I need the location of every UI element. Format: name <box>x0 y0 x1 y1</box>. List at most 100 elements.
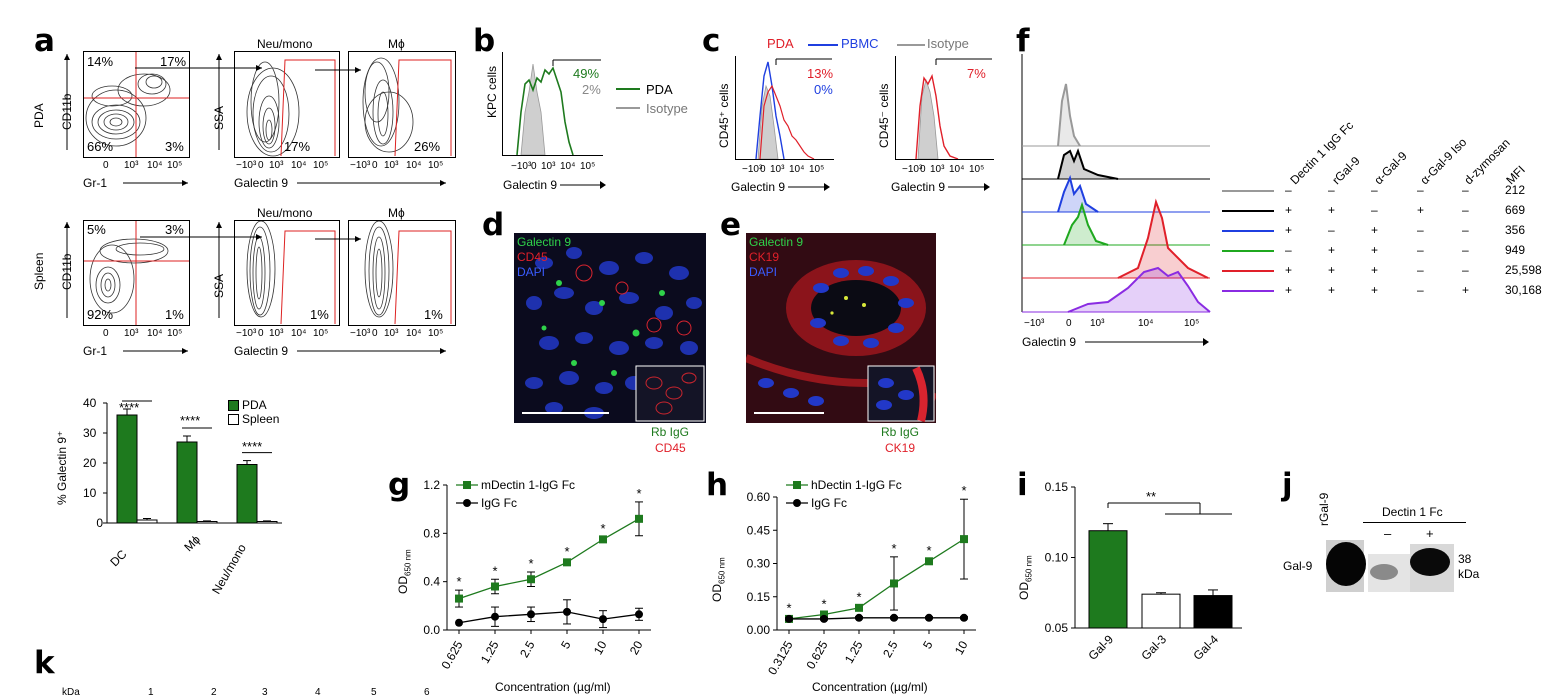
panel-g-svg-ytick-2: 0.8 <box>423 526 440 540</box>
panel-b-tick-3: 10⁴ <box>560 161 576 172</box>
panel-label-b: b <box>473 23 496 59</box>
bar-a-sig-1: **** <box>180 413 201 428</box>
gal-tick-s3: 10⁴ <box>291 328 307 339</box>
panel-f-row-line-5 <box>1222 290 1274 292</box>
panel-i-cat-0: Gal-9 <box>1085 632 1116 663</box>
mphi-title: Mϕ <box>388 37 405 51</box>
gal-tick-4: 10⁵ <box>313 160 329 171</box>
panel-f-fill-5 <box>1022 268 1210 312</box>
gr1-axis-label-spleen: Gr-1 <box>83 344 107 358</box>
panel-g-ylabel-sub: 650 nm <box>403 549 413 576</box>
galectin9-axis-label: Galectin 9 <box>234 176 289 190</box>
pda-mphi-plot <box>348 51 456 158</box>
panel-g-svg-xtick-4: 10 <box>591 638 610 657</box>
panel-i-bar-gal-3 <box>1141 593 1181 629</box>
panel-i-bar-gal-4 <box>1193 595 1233 629</box>
panel-f-cell-5-2: + <box>1371 283 1379 297</box>
panel-g-svg-point-0-5 <box>635 514 643 523</box>
panel-g-legend-1: mDectin 1-IgG Fc <box>481 478 576 492</box>
panel-d-micrograph: Galectin 9 CD45 DAPI <box>514 233 706 423</box>
panel-i-ytick-1: 0.10 <box>1045 551 1069 565</box>
panel-f-mfi-5: 30,168 <box>1505 283 1542 297</box>
panel-c-legend-iso-line <box>897 44 925 46</box>
gr1-tick-3: 10⁵ <box>167 160 183 171</box>
panel-b-pda-percent: 49% <box>573 66 600 81</box>
gal-tick-9: 10⁵ <box>428 160 444 171</box>
panel-e-micrograph: Galectin 9 CK19 DAPI <box>746 233 936 423</box>
gal-tick-3: 10⁴ <box>291 160 307 171</box>
gal-tick-s7: 10³ <box>384 328 399 339</box>
spleen-q-tr: 3% <box>165 222 184 237</box>
panel-f-cell-2-3: – <box>1417 223 1424 237</box>
panel-h-chart: 0.00 0.15 0.30 0.45 0.60 0.3125 0.625 1.25 2.5 5 1… <box>747 481 976 677</box>
bar-a-sig-2: **** <box>242 439 263 454</box>
panel-f-mfi-3: 949 <box>1505 243 1526 257</box>
panel-j-mw-value: 38 <box>1458 552 1472 566</box>
panel-f-mfi-1: 669 <box>1505 203 1526 217</box>
panel-b-histogram <box>502 52 603 156</box>
panel-f-fill-4 <box>1022 202 1210 278</box>
panel-f-overlay-histograms <box>1021 54 1211 313</box>
panel-b-tick-4: 10⁵ <box>580 161 596 172</box>
panel-a-arrows <box>64 54 446 354</box>
panel-i-cat-2: Gal-4 <box>1190 632 1221 663</box>
panel-j-group-label: Dectin 1 Fc <box>1382 505 1443 519</box>
panel-f-cell-3-3: – <box>1417 243 1424 257</box>
panel-d-stain-galectin9: Galectin 9 <box>517 235 572 249</box>
panel-label-d: d <box>482 207 505 243</box>
panel-f-fill-1 <box>1022 151 1210 179</box>
panel-c-xarrow-left <box>788 183 830 191</box>
gal-tick-1: 0 <box>258 160 264 171</box>
panel-f-col-agal9iso: α-Gal-9 Iso <box>1417 135 1470 188</box>
panel-f-cell-3-1: + <box>1328 243 1336 257</box>
panel-f-tick-4: 10⁵ <box>1184 318 1200 329</box>
panel-b-tick-0: −10³ <box>511 161 532 172</box>
gr1-tick-s2: 10⁴ <box>147 328 163 339</box>
panel-d-stain-dapi: DAPI <box>517 265 546 279</box>
bar-a-ytick-3: 30 <box>83 426 97 440</box>
panel-f-mfi-0: 212 <box>1505 183 1526 197</box>
panel-k-lane-1: 1 <box>148 687 154 698</box>
panel-b-xlabel: Galectin 9 <box>503 178 558 192</box>
panel-h-svg-point-1-5 <box>960 613 968 622</box>
panel-h-svg-xtick-0: 0.3125 <box>765 638 796 677</box>
panel-g-svg-sig-0: * <box>456 574 461 589</box>
gr1-tick-s1: 10³ <box>124 328 139 339</box>
panel-g-svg-xtick-1: 1.25 <box>478 638 502 666</box>
gal-tick-s0: −10³ <box>236 328 257 339</box>
panel-f-mfi-4: 25,598 <box>1505 263 1542 277</box>
panel-g-svg-point-0-2 <box>527 575 535 584</box>
panel-c-rtick-0: −10³ <box>902 164 923 175</box>
panel-f-cell-0-0: – <box>1285 183 1292 197</box>
panel-b-legend-pda-line <box>616 88 640 90</box>
panel-g-svg-point-1-3 <box>563 607 571 616</box>
panel-c-rtick-2: 10³ <box>930 164 945 175</box>
panel-g-svg-series-line-0 <box>458 518 640 600</box>
panel-h-svg-point-0-2 <box>855 603 863 612</box>
panel-c-xarrow-right <box>948 183 990 191</box>
panel-f-tick-1: 0 <box>1066 318 1072 329</box>
panel-c-right-pda-percent: 7% <box>967 66 986 81</box>
panel-c-rtick-3: 10⁴ <box>949 164 965 175</box>
panel-c-ltick-4: 10⁵ <box>809 164 825 175</box>
panel-f-cell-4-1: + <box>1328 263 1336 277</box>
panel-h-svg-point-1-1 <box>820 614 828 623</box>
bar-a-bar-spleen-1 <box>196 521 218 524</box>
panel-h-svg-point-0-4 <box>925 557 933 566</box>
panel-f-row-line-4 <box>1222 270 1274 272</box>
panel-f-fill-0 <box>1022 84 1210 146</box>
panel-k-lane-3: 3 <box>262 687 268 698</box>
panel-g-svg-point-1-2 <box>527 610 535 619</box>
panel-f-row-line-0 <box>1222 190 1274 192</box>
panel-label-c: c <box>702 23 721 59</box>
panel-f-xlabel: Galectin 9 <box>1022 335 1077 349</box>
gal-tick-s9: 10⁵ <box>428 328 444 339</box>
panel-label-g: g <box>388 467 411 503</box>
panel-f-cell-1-1: + <box>1328 203 1336 217</box>
panel-h-svg-xtick-4: 5 <box>920 638 936 651</box>
panel-h-svg-sig-2: * <box>856 590 861 605</box>
panel-c-ltick-0: −10³ <box>742 164 763 175</box>
panel-g-svg-point-1-4 <box>599 615 607 624</box>
panel-f-tick-3: 10⁴ <box>1138 318 1154 329</box>
panel-c-ylabel-right: CD45⁻ cells <box>877 83 891 148</box>
